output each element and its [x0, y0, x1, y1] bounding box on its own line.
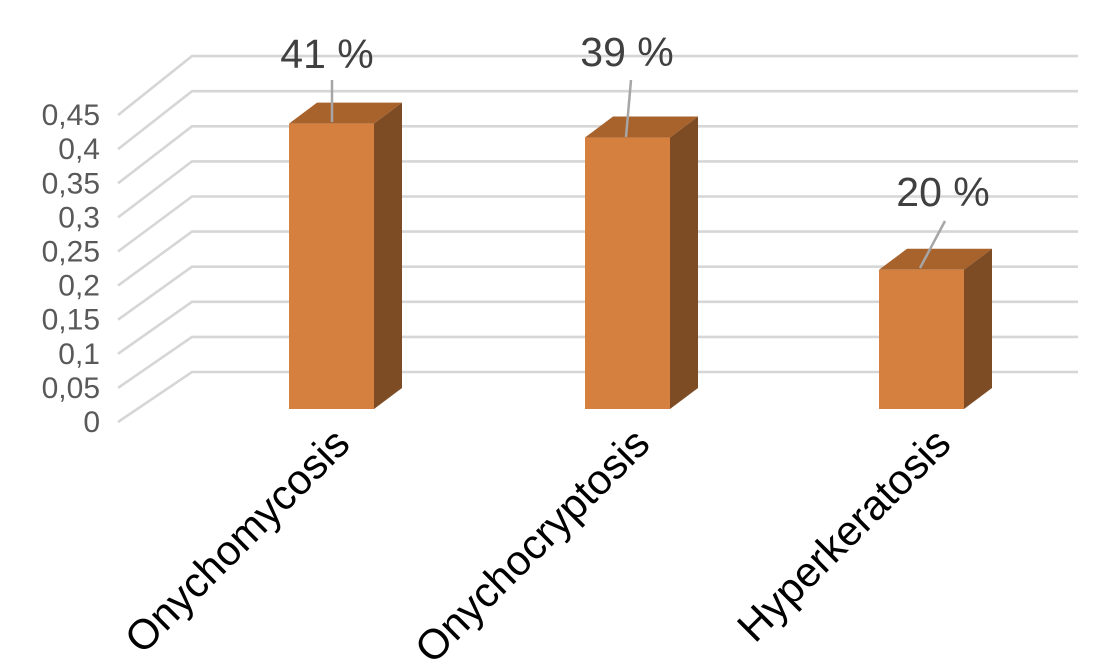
bar-top-face	[289, 102, 402, 124]
gridline	[117, 230, 1078, 287]
bar-onychocryptosis	[585, 116, 698, 409]
gridline	[117, 370, 1078, 424]
y-axis-tick-label: 0,15	[42, 304, 100, 337]
gridline	[117, 54, 1078, 117]
bar-hyperkeratosis	[879, 248, 992, 409]
y-axis-tick-label: 0,25	[42, 236, 100, 269]
bar-side-face	[374, 102, 402, 409]
y-axis-tick-label: 0,45	[42, 99, 100, 132]
data-label: 41 %	[280, 31, 373, 77]
bar-top-face	[585, 116, 698, 138]
bar-front-face	[585, 137, 670, 409]
gridline	[117, 265, 1078, 321]
gridline	[117, 89, 1078, 151]
data-label-leader-line	[624, 79, 633, 138]
y-axis-tick-label: 0,3	[58, 201, 100, 234]
bar-side-face	[670, 116, 698, 409]
bar-front-face	[879, 269, 964, 409]
gridline	[117, 195, 1078, 253]
y-axis-tick-label: 0,05	[42, 372, 100, 405]
bar-top-face	[879, 248, 992, 270]
y-axis-tick-label: 0,1	[58, 338, 100, 371]
gridline	[117, 160, 1078, 219]
bar-onychomycosis	[289, 102, 402, 409]
y-axis-tick-label: 0,4	[58, 133, 100, 166]
gridline	[117, 335, 1078, 389]
bar-front-face	[289, 123, 374, 409]
data-label-leader-line	[918, 220, 947, 269]
y-axis-tick-label: 0,35	[42, 167, 100, 200]
bar-side-face	[964, 248, 992, 409]
gridline	[117, 125, 1078, 185]
gridline	[117, 300, 1078, 355]
y-axis-tick-label: 0	[83, 406, 100, 439]
y-axis-tick-label: 0,2	[58, 270, 100, 303]
data-label: 39 %	[580, 29, 673, 75]
data-label: 20 %	[896, 169, 989, 215]
